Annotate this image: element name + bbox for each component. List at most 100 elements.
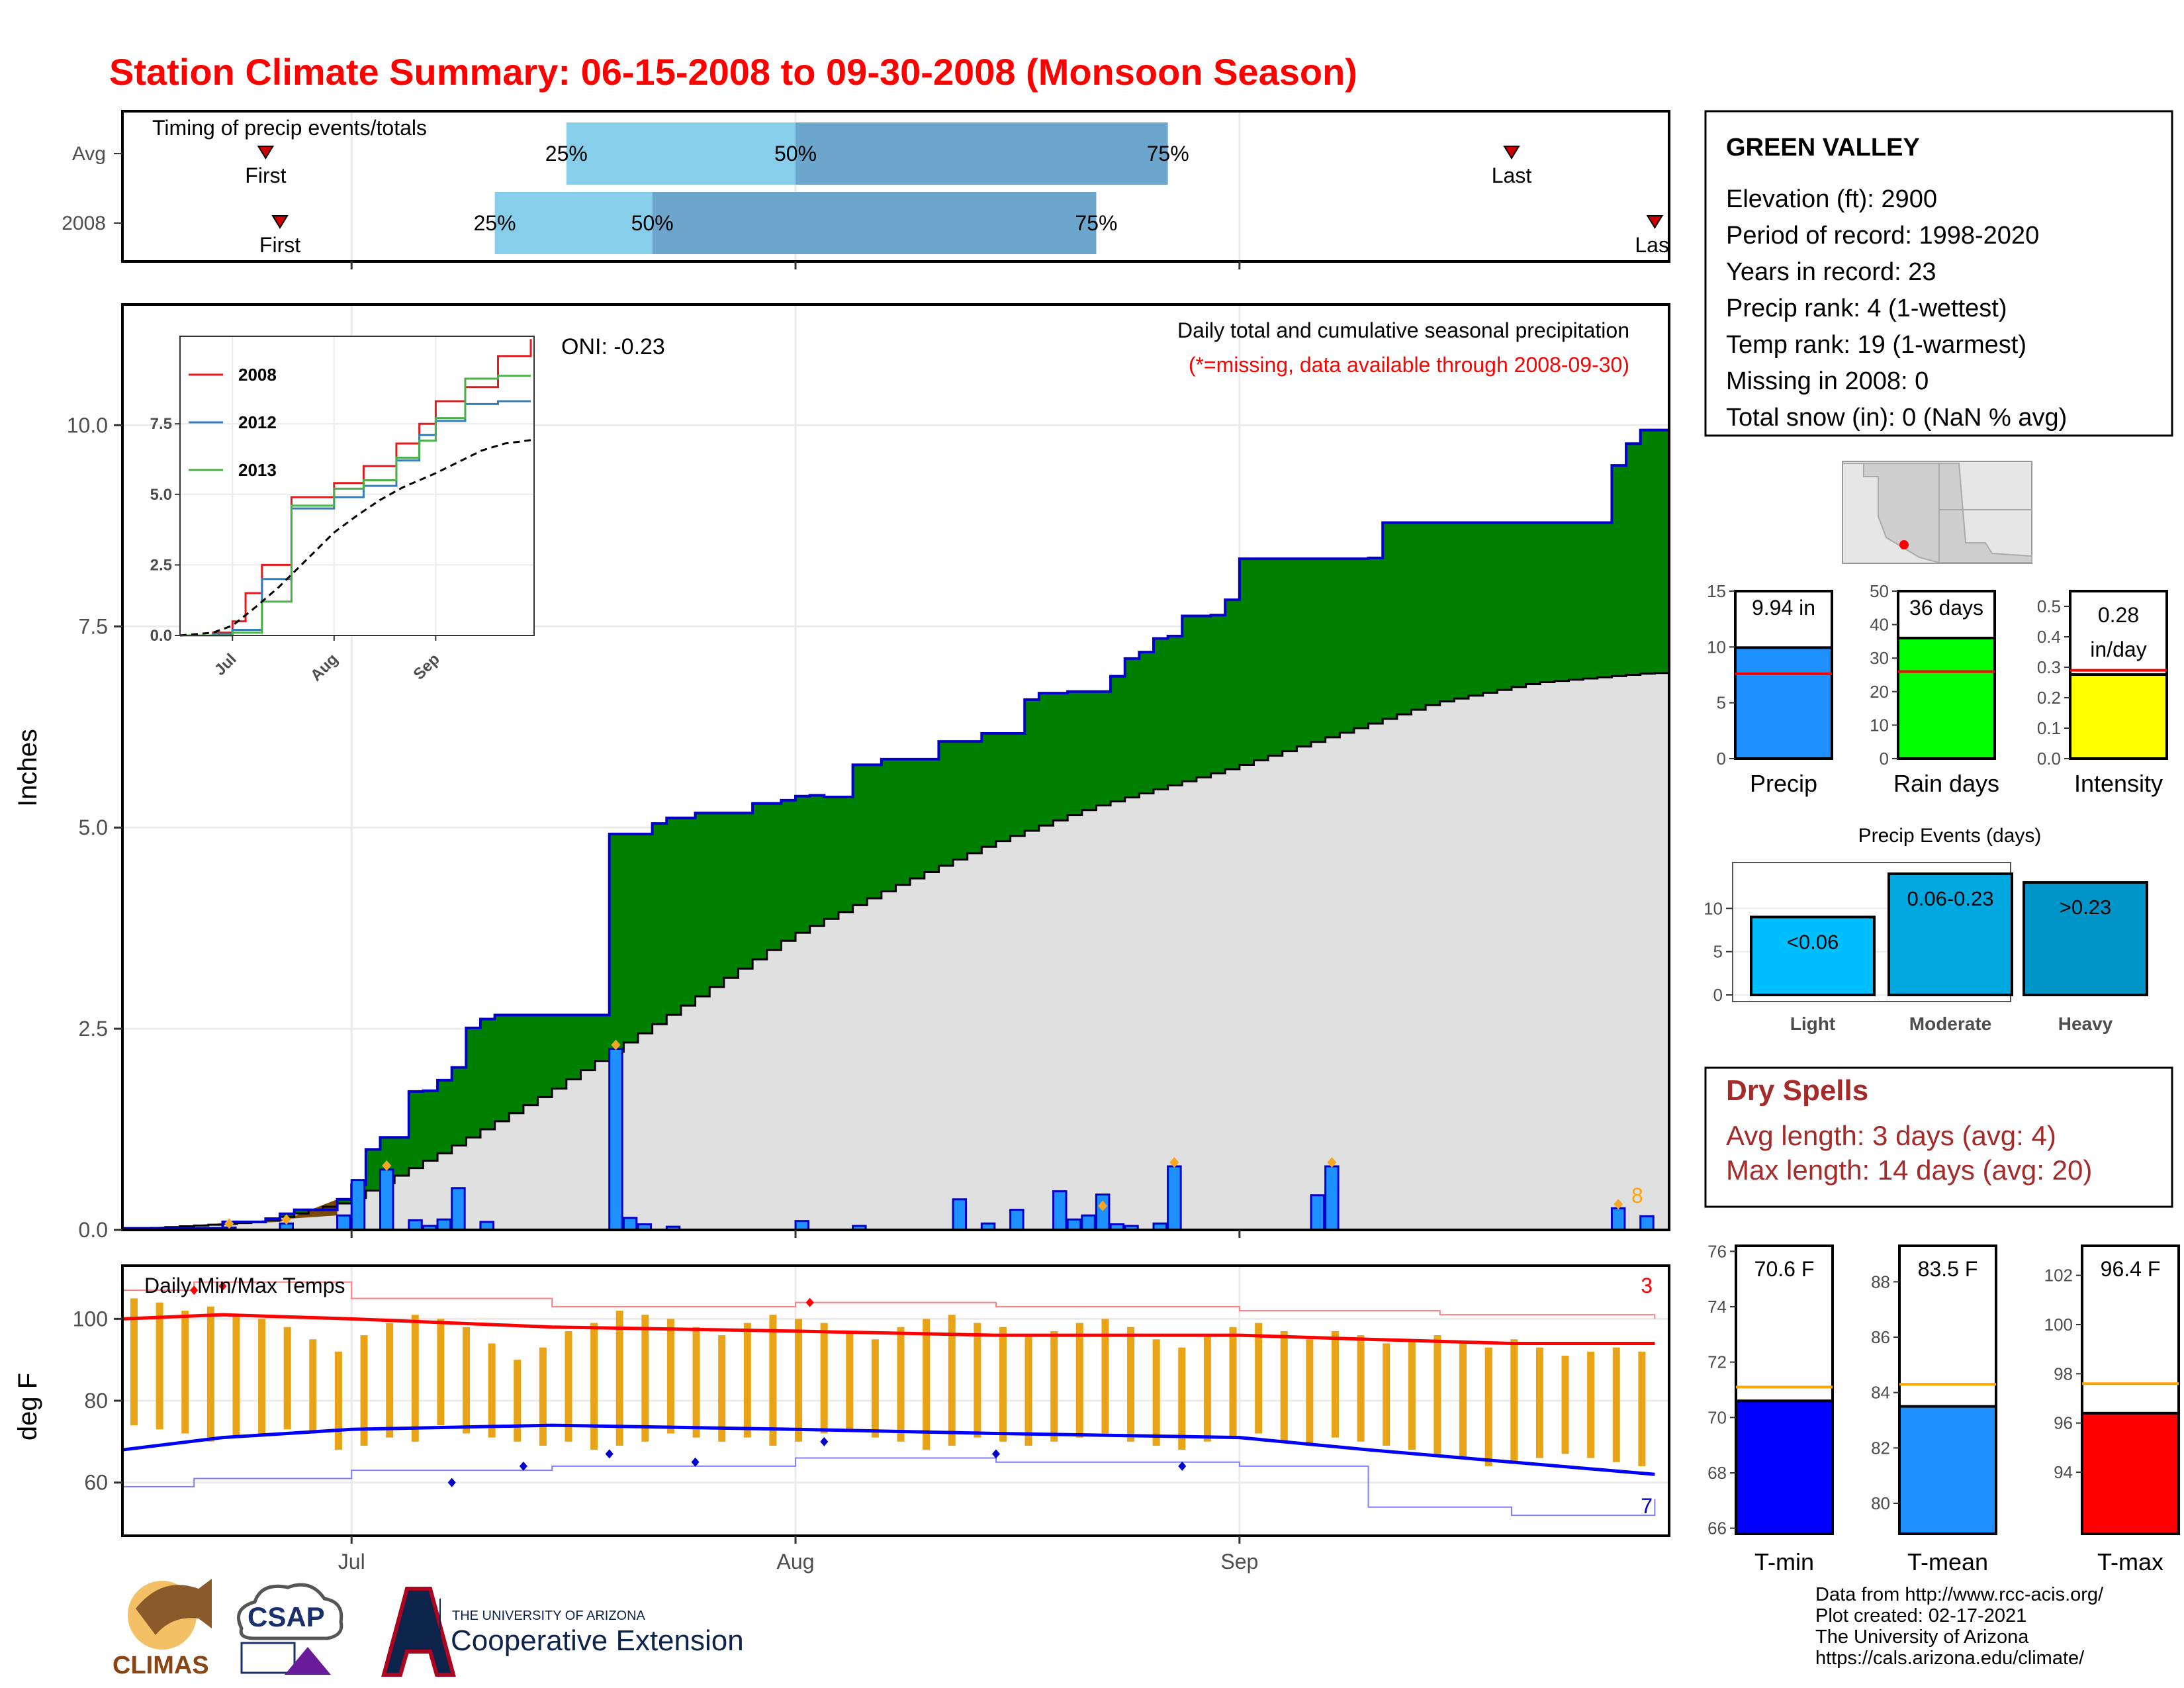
station-info-line: Precip rank: 4 (1-wettest) xyxy=(1726,295,2007,322)
daily-precip-bar xyxy=(350,1179,366,1231)
station-info-box: GREEN VALLEY Elevation (ft): 2900 Period … xyxy=(1704,110,2173,437)
temp-range-bar xyxy=(1535,1347,1543,1458)
inset-lines xyxy=(179,339,532,637)
summary-bar-label: Rain days xyxy=(1893,770,1999,797)
station-info-line: Years in record: 23 xyxy=(1726,258,1936,286)
daily-precip-bar xyxy=(1310,1194,1326,1231)
station-info-line: Period of record: 1998-2020 xyxy=(1726,222,2039,250)
temp-summary-bar-2 xyxy=(2081,1411,2180,1536)
temp-range-bar xyxy=(743,1323,751,1438)
logos: CLIMAS CSAP THE UNIVERSITY OF ARIZONA Co… xyxy=(113,1579,744,1679)
events-category-label: Moderate xyxy=(1909,1013,1991,1034)
timing-label: Timing of precip events/totals xyxy=(152,116,427,140)
temp-range-bar xyxy=(232,1315,240,1438)
dry-spells-title: Dry Spells xyxy=(1726,1074,1868,1107)
inset-legend-label: 2012 xyxy=(238,412,277,432)
timing-bar-25-50 xyxy=(494,192,653,254)
record-day-marker xyxy=(1614,1199,1623,1210)
precip-y-tick-label: 0.0 xyxy=(79,1218,108,1242)
timing-bar-50-75 xyxy=(796,122,1168,185)
date-x-tick-label: Sep xyxy=(1220,1550,1258,1573)
csap-bars-icon xyxy=(240,1642,296,1674)
temp-summary-bars: 70.6 F 66 68 70 72 74 76 T-min 83.5 F 80 82 84 86 88 T… xyxy=(1707,1241,2180,1575)
temp-range-bar xyxy=(1612,1347,1620,1462)
summary-bar-tick-label: 20 xyxy=(1870,682,1889,702)
record-day-marker xyxy=(611,1039,621,1051)
daily-precip-bar xyxy=(1639,1215,1655,1231)
precip-y-tick-label: 5.0 xyxy=(79,816,108,839)
temp-range-bar xyxy=(539,1347,547,1446)
temp-range-bar xyxy=(846,1331,854,1430)
summary-bar-tick-label: 30 xyxy=(1870,648,1889,668)
summary-bar-1 xyxy=(1897,636,1996,761)
temp-range-bar xyxy=(795,1319,803,1442)
timing-p50-label: 50% xyxy=(774,142,817,165)
precip-caption: Daily total and cumulative seasonal prec… xyxy=(1177,318,1629,342)
inset-legend: 2008 2012 2013 xyxy=(189,365,277,480)
precip-events-chart: Precip Events (days) 0 5 10 <0.06 Light 0.06-… xyxy=(1704,825,2148,1034)
temp-y-tick-label: 100 xyxy=(73,1307,108,1331)
precip-y-tick-label: 10.0 xyxy=(67,413,108,437)
temp-range-bar xyxy=(386,1323,394,1438)
timing-first-marker xyxy=(271,215,289,229)
summary-bar-label: Intensity xyxy=(2074,770,2163,797)
temp-range-bar xyxy=(948,1315,956,1446)
temp-summary-label: T-min xyxy=(1754,1548,1814,1575)
csap-cloud-icon xyxy=(237,1583,343,1640)
temp-y-tick-label: 80 xyxy=(84,1389,108,1413)
dry-spells-frame xyxy=(1704,1066,2173,1208)
summary-bar-tick-label: 10 xyxy=(1870,715,1889,735)
temp-summary-tick-label: 84 xyxy=(1871,1383,1890,1403)
credit-line-2: Plot created: 02-17-2021 xyxy=(1815,1605,2026,1626)
daily-precip-bar xyxy=(794,1220,810,1231)
temp-summary-label: T-max xyxy=(2097,1548,2163,1575)
temp-range-bar xyxy=(309,1339,317,1434)
temp-summary-value: 83.5 F xyxy=(1918,1257,1978,1281)
summary-bar-tick-label: 0.5 xyxy=(2037,596,2061,616)
record-max-line xyxy=(122,1281,1656,1319)
temp-range-bar xyxy=(488,1343,496,1438)
temp-range-bar xyxy=(769,1315,777,1446)
temp-summary-tick-label: 70 xyxy=(1707,1407,1727,1427)
events-bar-label: <0.06 xyxy=(1787,930,1839,953)
temp-range-bar xyxy=(411,1315,419,1442)
precip-events-title: Precip Events (days) xyxy=(1858,825,2042,847)
summary-bar-value: 36 days xyxy=(1909,596,1983,620)
daily-precip-bar xyxy=(1095,1194,1111,1231)
date-x-tick-label: Jul xyxy=(338,1550,365,1573)
temp-panel-label: Daily Min/Max Temps xyxy=(144,1274,345,1297)
page-title: Station Climate Summary: 06-15-2008 to 0… xyxy=(109,51,1357,93)
temp-range-bar xyxy=(590,1323,598,1450)
daily-precip-bar xyxy=(608,1047,623,1231)
timing-last-marker xyxy=(1503,146,1520,160)
temp-range-bar xyxy=(1587,1351,1595,1458)
temp-summary-value: 70.6 F xyxy=(1754,1257,1815,1281)
record-temp-marker xyxy=(447,1477,456,1487)
temp-range-bar xyxy=(1152,1339,1160,1446)
precip-y-tick-label: 2.5 xyxy=(79,1017,108,1041)
average-cumulative-area xyxy=(122,673,1669,1230)
daily-precip-bar xyxy=(1324,1165,1340,1231)
daily-precip-bar xyxy=(1009,1209,1024,1231)
temp-range-bar xyxy=(1306,1339,1314,1446)
summary-bar-tick-label: 0.3 xyxy=(2037,657,2061,677)
temp-summary-tick-label: 80 xyxy=(1871,1493,1890,1513)
temp-range-bar xyxy=(514,1360,522,1442)
inset-y-tick-label: 2.5 xyxy=(150,556,172,574)
avg-max-line xyxy=(122,1313,1655,1345)
csap-logo-text: CSAP xyxy=(248,1601,325,1632)
temp-y-axis-label: deg F xyxy=(13,1373,42,1440)
timing-p50-label: 50% xyxy=(631,211,674,235)
timing-bar-50-75 xyxy=(652,192,1097,254)
summary-bar-0 xyxy=(1734,646,1833,760)
record-temp-marker xyxy=(190,1286,199,1295)
timing-p25-label: 25% xyxy=(545,142,588,165)
precip-areas xyxy=(122,428,1669,1231)
temp-range-bar xyxy=(1229,1327,1237,1438)
record-day-marker xyxy=(1098,1200,1108,1211)
temp-range-bar xyxy=(283,1327,291,1430)
temp-y-ticks: 60 80 100 xyxy=(73,1307,122,1495)
csap-logo: CSAP xyxy=(237,1583,343,1675)
temp-range-bar xyxy=(1510,1339,1518,1462)
temp-range-bar xyxy=(1357,1335,1365,1442)
